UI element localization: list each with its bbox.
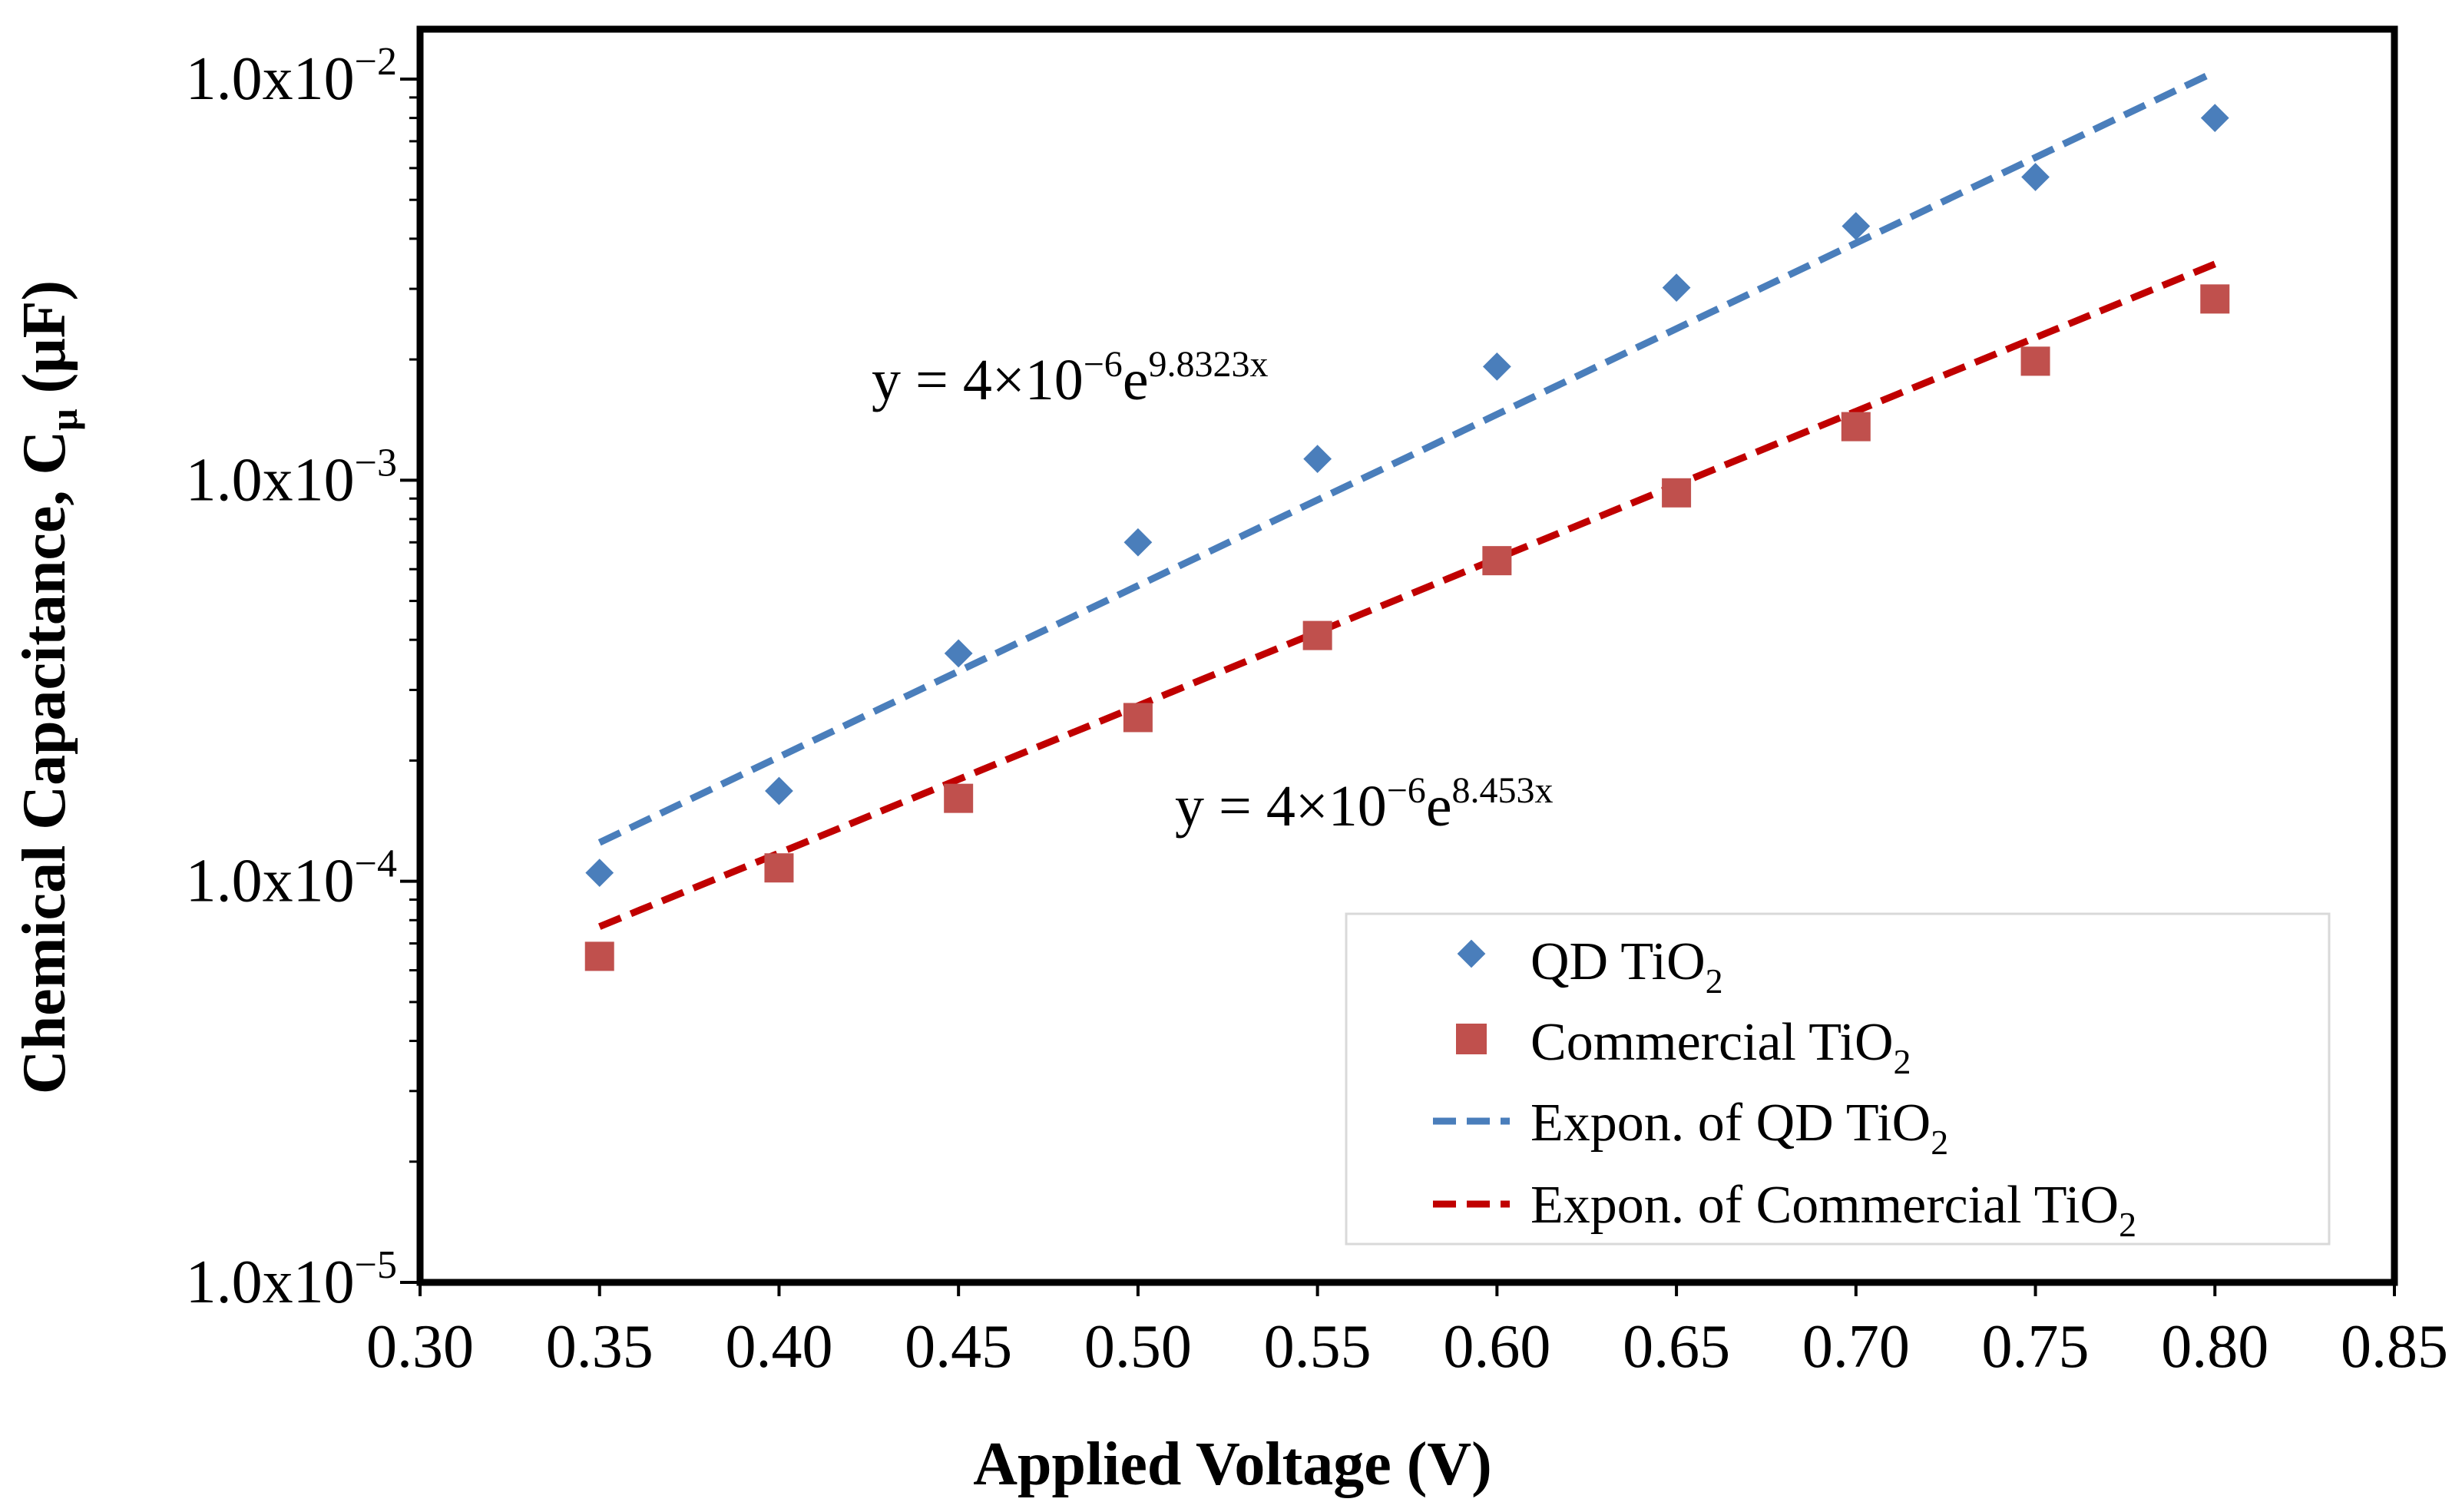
point-commercial (1123, 703, 1153, 733)
x-tick-label: 0.80 (2161, 1313, 2268, 1381)
point-commercial (944, 783, 974, 813)
point-qd (1303, 445, 1332, 473)
point-commercial (584, 941, 614, 971)
point-commercial (1841, 412, 1871, 442)
x-tick-label: 0.50 (1084, 1313, 1192, 1381)
y-tick-label: 1.0x10−3 (186, 441, 397, 514)
point-commercial (1482, 546, 1512, 576)
point-qd (1841, 212, 1871, 240)
point-qd (944, 639, 973, 668)
y-tick-label: 1.0x10−5 (186, 1243, 397, 1316)
x-tick-label: 0.85 (2341, 1313, 2448, 1381)
legend-item-commercial: Commercial TiO2 (1456, 1013, 1911, 1081)
x-tick-label: 0.40 (725, 1313, 832, 1381)
point-commercial (2200, 284, 2230, 314)
point-qd (1482, 352, 1511, 381)
equation-commercial: y = 4×10−6e8.453x (1175, 770, 1554, 839)
y-tick-label: 1.0x10−4 (186, 842, 397, 915)
trendlines (597, 68, 2217, 930)
equation-qd: y = 4×10−6e9.8323x (872, 344, 1269, 412)
x-tick-label: 0.70 (1802, 1313, 1910, 1381)
point-qd (765, 776, 793, 806)
trendline-1 (597, 260, 2217, 930)
legend-marker-diamond (1457, 939, 1486, 968)
data-points (584, 104, 2230, 971)
y-axis-title: Chemical Capacitance, Cμ (μF) (11, 280, 85, 1094)
y-axis-ticks: 1.0x10−2 1.0x10−3 1.0x10−4 1.0x10−5 (186, 40, 420, 1316)
legend-item-trend-qd: Expon. of QD TiO2 (1433, 1093, 1948, 1162)
point-qd (2021, 163, 2050, 191)
legend: QD TiO2 Commercial TiO2 Expon. of QD TiO… (1345, 912, 2331, 1246)
x-tick-label: 0.75 (1982, 1313, 2090, 1381)
x-tick-label: 0.65 (1623, 1313, 1730, 1381)
legend-box (1345, 912, 2331, 1246)
legend-item-trend-commercial: Expon. of Commercial TiO2 (1433, 1176, 2136, 1244)
point-qd (1662, 273, 1691, 302)
legend-label-qd: QD TiO2 (1530, 932, 1723, 1001)
point-commercial (1302, 620, 1332, 650)
x-tick-label: 0.30 (366, 1313, 474, 1381)
x-tick-label: 0.55 (1264, 1313, 1372, 1381)
x-axis-title: Applied Voltage (V) (973, 1431, 1492, 1498)
trendline-0 (597, 68, 2217, 846)
x-tick-label: 0.35 (546, 1313, 654, 1381)
legend-item-qd: QD TiO2 (1457, 932, 1723, 1001)
point-qd (1123, 528, 1153, 557)
legend-label-trend-commercial: Expon. of Commercial TiO2 (1530, 1176, 2136, 1244)
point-commercial (2020, 346, 2050, 376)
x-tick-label: 0.45 (905, 1313, 1012, 1381)
y-tick-label: 1.0x10−2 (186, 40, 397, 113)
legend-label-trend-qd: Expon. of QD TiO2 (1530, 1093, 1948, 1162)
legend-label-commercial: Commercial TiO2 (1530, 1013, 1911, 1081)
point-qd (2200, 104, 2229, 133)
point-commercial (764, 853, 794, 883)
x-tick-label: 0.60 (1443, 1313, 1550, 1381)
x-axis-ticks: 0.30 0.35 0.40 0.45 0.50 0.55 0.60 0.65 0.70 0.75… (366, 1282, 2448, 1381)
legend-marker-square (1456, 1024, 1487, 1054)
point-qd (585, 859, 614, 887)
point-commercial (1662, 478, 1692, 508)
